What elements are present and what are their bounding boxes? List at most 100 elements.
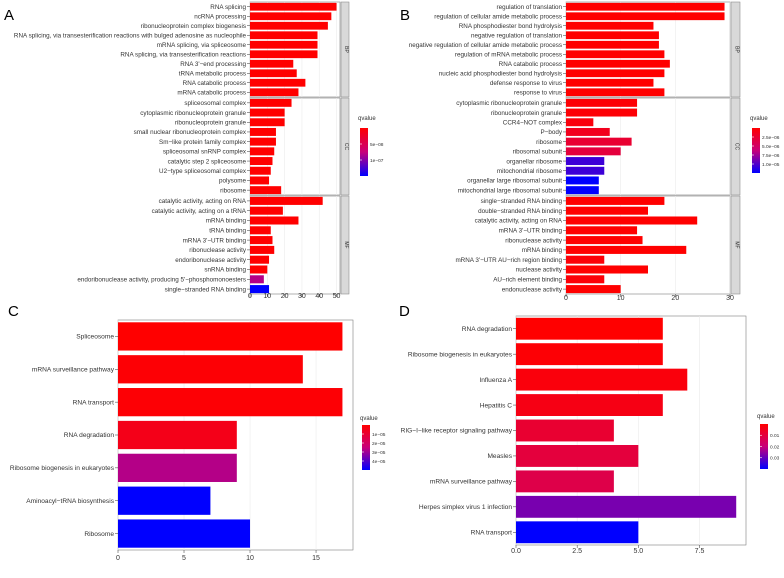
bar (516, 317, 663, 340)
bar (118, 388, 343, 417)
facet-label: MF (734, 241, 740, 248)
category-label: RNA catabolic process (499, 61, 562, 68)
bar (250, 127, 276, 136)
bar (566, 157, 605, 166)
legend-tick-label: 3e−05 (372, 450, 386, 456)
facet-label: BP (343, 46, 349, 53)
bar (516, 394, 663, 416)
bar (250, 118, 285, 127)
bar (250, 196, 323, 205)
category-label: mitochondrial large ribosomal subunit (458, 187, 563, 194)
legend-tick-label: 2e−05 (372, 441, 386, 447)
panel-label-c: C (8, 303, 19, 320)
bar (118, 322, 343, 351)
legend-tick-label: 5.0e−06 (762, 144, 780, 150)
bar (566, 69, 665, 78)
category-label: spliceosomal snRNP complex (163, 149, 247, 156)
bar (516, 470, 614, 493)
bar (516, 521, 639, 544)
category-label: mitochondrial ribosome (497, 168, 563, 175)
bar (250, 166, 271, 175)
category-label: RNA phosphodiester bond hydrolysis (459, 23, 562, 30)
bar (566, 285, 621, 294)
category-label: negative regulation of cellular amide me… (409, 42, 562, 49)
facet-label: MF (343, 241, 349, 248)
facet-strip (340, 97, 350, 196)
category-label: ribonucleoprotein granule (491, 110, 563, 117)
category-label: RNA degradation (64, 432, 115, 439)
bar (566, 137, 632, 146)
bar (118, 420, 237, 450)
bar (250, 216, 299, 225)
category-label: mRNA binding (206, 218, 247, 225)
category-label: ribonucleoprotein complex biogenesis (141, 23, 246, 30)
bar (250, 157, 273, 166)
category-label: mRNA catabolic process (177, 89, 246, 96)
bar (566, 40, 659, 49)
bar (516, 419, 614, 442)
bar (250, 255, 270, 264)
category-label: mRNA 3'−UTR binding (499, 228, 563, 235)
bar (118, 453, 237, 482)
bar (566, 21, 654, 30)
bar (566, 59, 670, 68)
x-tick-label: 10 (263, 293, 271, 300)
x-tick-label: 10 (617, 295, 625, 302)
panel-a-chart: RNA splicing ncRNA processing ribonucleopr… (14, 1, 384, 300)
category-label: tRNA binding (209, 228, 246, 235)
category-label: RNA catabolic process (183, 80, 246, 87)
category-label: mRNA binding (522, 247, 563, 254)
bar (566, 31, 659, 40)
bar (250, 98, 292, 107)
legend-tick-label: 7.5e−06 (762, 153, 780, 159)
bar (250, 78, 306, 87)
bar (566, 12, 725, 21)
panel-label-a: A (4, 7, 14, 24)
bar (250, 147, 275, 156)
bar (250, 59, 294, 68)
category-label: cytoplasmic ribonucleoprotein granule (456, 100, 562, 107)
category-label: RNA transport (471, 529, 513, 536)
category-label: snRNA binding (204, 267, 246, 274)
category-label: regulation of translation (497, 4, 563, 11)
category-label: regulation of mRNA metabolic process (455, 51, 562, 58)
category-label: regulation of cellular amide metabolic p… (434, 13, 562, 20)
x-tick-label: 40 (315, 293, 323, 300)
x-tick-label: 5.0 (633, 548, 643, 555)
category-label: endonuclease activity (502, 286, 563, 293)
category-label: Sm−like protein family complex (159, 139, 247, 146)
category-label: organellar large ribosomal subunit (467, 178, 562, 185)
category-label: mRNA surveillance pathway (430, 479, 513, 486)
bar (566, 216, 698, 225)
panel-c-chart: Spliceosome mRNA surveillance pathway RNA … (10, 319, 386, 562)
bar (250, 186, 282, 195)
category-label: response to virus (514, 89, 562, 96)
bar (250, 31, 318, 40)
bar (566, 127, 610, 136)
category-label: P−body (540, 129, 562, 136)
category-label: double−stranded RNA binding (478, 208, 562, 215)
x-tick-label: 5 (182, 555, 186, 562)
category-label: Ribosome biogenesis in eukaryotes (10, 465, 115, 472)
legend-tick-label: 4e−05 (372, 459, 386, 465)
legend-tick-label: 0.01 (770, 433, 780, 439)
bar (250, 108, 285, 117)
legend-colorbar (360, 128, 368, 176)
category-label: RIG−I−like receptor signaling pathway (401, 428, 513, 435)
bar (118, 519, 251, 548)
x-tick-label: 20 (281, 293, 289, 300)
bar (566, 196, 665, 205)
panel-label-b: B (400, 7, 410, 24)
bar (250, 275, 264, 284)
bar (250, 176, 270, 185)
bar (566, 50, 665, 59)
bar (566, 265, 648, 274)
legend-title: qvalue (358, 116, 376, 122)
category-label: ribonuclease activity (505, 237, 563, 244)
bar (566, 147, 621, 156)
category-label: nuclease activity (516, 267, 563, 274)
category-label: Spliceosome (76, 334, 114, 341)
x-tick-label: 15 (312, 555, 320, 562)
bar (250, 245, 275, 254)
facet-strip (340, 195, 350, 295)
